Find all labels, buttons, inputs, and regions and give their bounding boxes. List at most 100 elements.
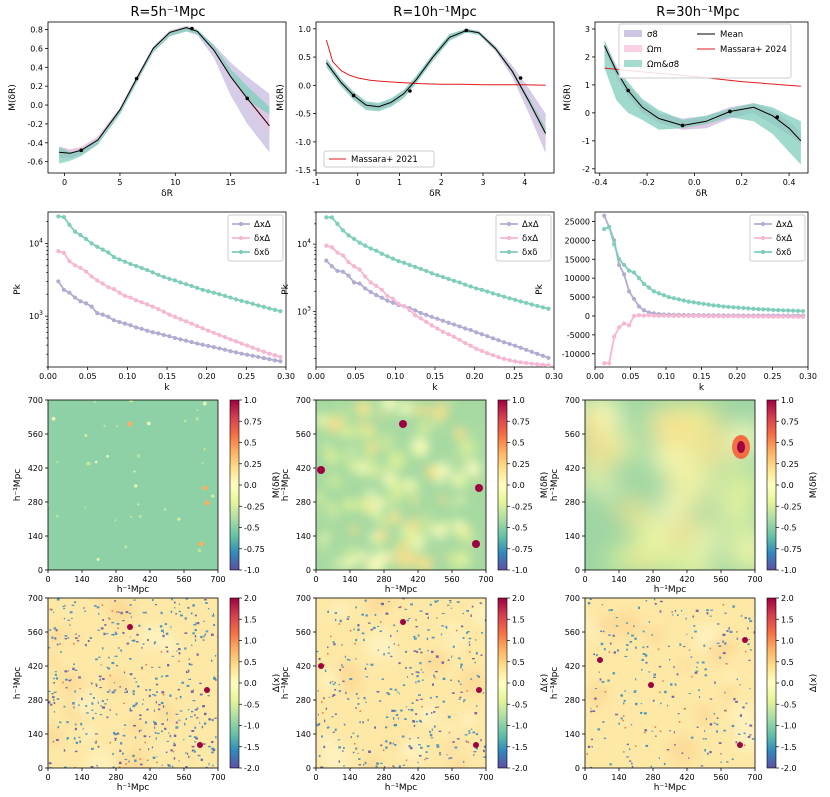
series-point xyxy=(206,328,211,333)
void-speck xyxy=(334,713,337,715)
field-blob xyxy=(735,656,755,682)
series-point xyxy=(368,246,373,251)
x-axis-label: h⁻¹Mpc xyxy=(117,783,150,793)
series-point xyxy=(501,356,507,361)
series-point xyxy=(396,259,401,264)
void-speck xyxy=(107,667,110,670)
series-point xyxy=(183,338,189,343)
void-speck xyxy=(154,723,157,726)
field-blob xyxy=(130,645,156,670)
void-speck xyxy=(151,746,154,748)
map-frame xyxy=(584,399,756,571)
legend-box xyxy=(323,150,435,168)
series-point xyxy=(72,263,78,268)
colorbar-tick-label: -1.0 xyxy=(244,722,260,731)
field-blob xyxy=(707,734,721,748)
colorbar xyxy=(766,597,777,769)
void-speck xyxy=(355,707,357,709)
void-speck xyxy=(715,723,719,726)
y-tick-label: 1.0 xyxy=(298,25,311,34)
void-speck xyxy=(193,750,196,753)
void-speck xyxy=(707,752,709,755)
void-speck xyxy=(113,689,117,692)
void-speck xyxy=(710,609,713,611)
series-point xyxy=(385,298,390,303)
void-speck xyxy=(334,681,336,684)
field-blob xyxy=(324,450,339,465)
series-point xyxy=(278,359,283,364)
colorbar-tick-label: 0.0 xyxy=(244,679,257,688)
void-speck xyxy=(417,767,420,768)
mean-line xyxy=(604,45,802,142)
series-point xyxy=(746,306,751,311)
void-speck xyxy=(598,671,600,673)
void-speck xyxy=(645,744,649,748)
series-point xyxy=(379,295,384,300)
void-speck xyxy=(130,616,133,618)
void-speck xyxy=(749,734,752,736)
legend-swatch-dot xyxy=(760,221,766,227)
x-axis-label: δR xyxy=(696,189,708,199)
y-tick-label: -1 xyxy=(582,137,590,146)
x-tick-label: 280 xyxy=(376,575,391,584)
void-speck xyxy=(62,605,65,608)
series-point xyxy=(245,343,250,348)
legend-label: δxδ xyxy=(776,248,791,258)
series-point xyxy=(535,362,540,367)
field-blob xyxy=(211,494,215,498)
void-speck xyxy=(155,603,157,606)
void-speck xyxy=(385,612,389,615)
series-point xyxy=(379,287,384,292)
halo-speck xyxy=(162,693,165,696)
halo-speck xyxy=(725,710,727,712)
void-speck xyxy=(91,682,93,685)
series-point xyxy=(451,322,457,327)
field-blob xyxy=(197,548,202,553)
void-speck xyxy=(638,606,640,610)
void-speck xyxy=(64,635,68,637)
void-speck xyxy=(459,658,461,660)
series-point xyxy=(390,296,396,301)
series-point xyxy=(706,314,711,319)
void-speck xyxy=(78,635,80,637)
void-speck xyxy=(178,719,181,721)
void-speck xyxy=(472,731,476,734)
delta-hotspot xyxy=(400,619,406,625)
series-point xyxy=(250,345,255,350)
void-speck xyxy=(114,632,118,636)
series-point xyxy=(267,306,272,311)
series-point xyxy=(496,338,501,343)
series-point xyxy=(324,258,329,263)
void-speck xyxy=(602,721,605,723)
void-speck xyxy=(132,639,136,642)
void-speck xyxy=(624,655,628,658)
series-point xyxy=(776,314,781,319)
void-speck xyxy=(397,691,399,694)
void-speck xyxy=(470,678,473,680)
void-speck xyxy=(149,689,151,691)
series-point xyxy=(602,226,607,232)
void-speck xyxy=(673,731,675,734)
void-speck xyxy=(131,639,135,642)
field-blob xyxy=(110,600,128,617)
series-point xyxy=(631,313,637,319)
x-tick-label: 0 xyxy=(45,773,50,782)
colorbar-tick-label: 0.25 xyxy=(244,460,262,469)
void-speck xyxy=(428,660,432,663)
void-speck xyxy=(91,702,94,705)
void-speck xyxy=(450,679,452,681)
void-speck xyxy=(459,696,462,698)
series-point xyxy=(357,281,362,286)
delta-hotspot xyxy=(648,682,654,688)
series-point xyxy=(222,293,228,298)
void-speck xyxy=(139,763,143,766)
void-speck xyxy=(203,635,205,638)
void-speck xyxy=(134,759,137,762)
y-tick-label: 280 xyxy=(565,498,580,507)
field-blob xyxy=(475,475,482,482)
legend-swatch-dot xyxy=(506,235,512,241)
series-point xyxy=(786,308,791,313)
void-speck xyxy=(364,667,367,670)
x-tick-label: 10 xyxy=(170,178,180,187)
field-blob xyxy=(421,623,453,654)
